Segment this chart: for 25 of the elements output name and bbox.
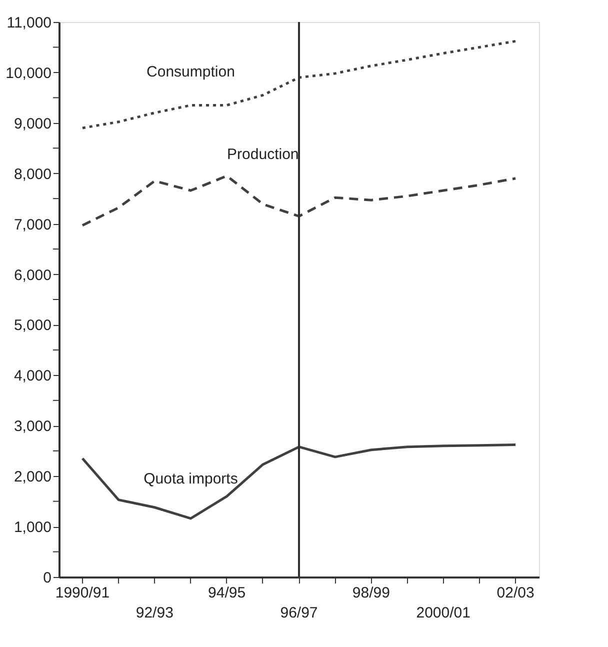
series-label: Production: [227, 146, 299, 164]
x-tick-label: 92/93: [136, 604, 174, 622]
y-tick-label: 2,000: [14, 468, 52, 486]
line-series: [81, 40, 517, 130]
series-label: Quota imports: [144, 470, 238, 488]
series-label: Consumption: [146, 63, 235, 80]
y-tick-label: 4,000: [14, 368, 52, 385]
y-tick-label: 6,000: [14, 266, 52, 284]
x-tick-label: 02/03: [496, 584, 534, 602]
y-tick-label: 0: [43, 570, 52, 586]
y-tick-label: 8,000: [14, 166, 52, 183]
x-tick-label: 1990/91: [55, 584, 110, 602]
y-tick-label: 5,000: [14, 317, 52, 334]
y-tick-label: 9,000: [14, 115, 52, 132]
y-tick-label: 7,000: [14, 216, 52, 234]
y-tick-label: 11,000: [6, 14, 52, 32]
y-tick-label: 3,000: [14, 418, 52, 436]
line-series: [81, 174, 517, 227]
line-series: [81, 444, 517, 520]
y-tick-label: 10,000: [6, 64, 52, 82]
x-tick-label: 94/95: [208, 584, 246, 602]
x-tick-label: 2000/01: [416, 604, 470, 622]
x-tick-label: 96/97: [280, 604, 318, 622]
y-tick-label: 1,000: [14, 519, 52, 536]
x-tick-label: 98/99: [352, 584, 390, 602]
